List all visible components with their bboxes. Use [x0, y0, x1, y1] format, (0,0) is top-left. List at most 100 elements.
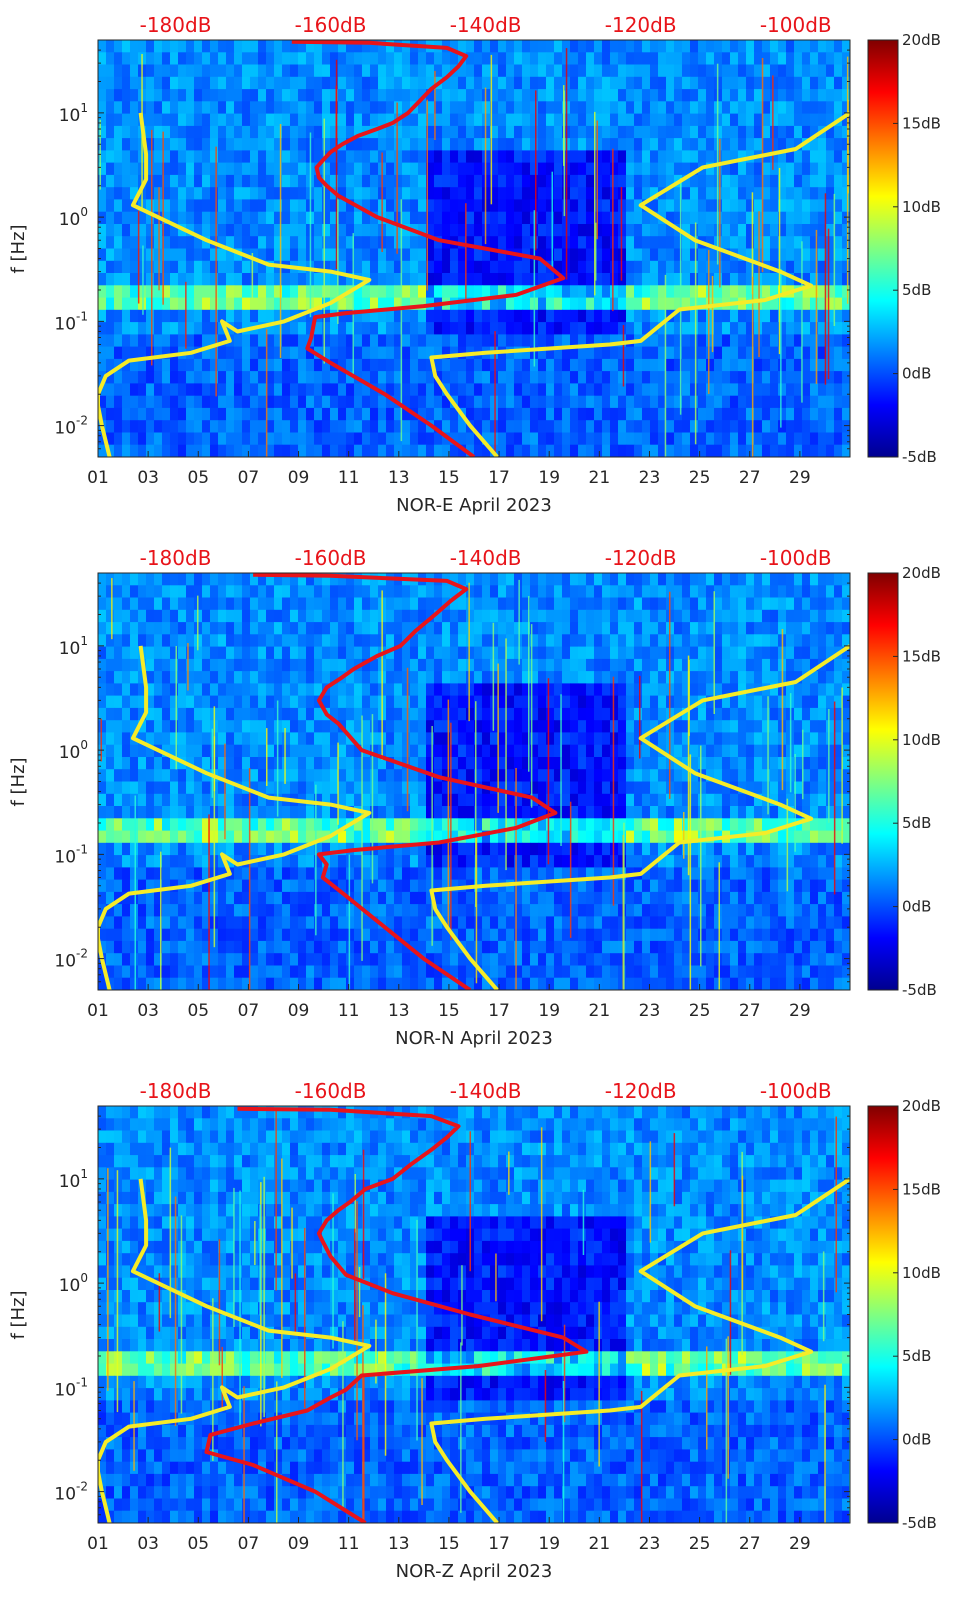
heatmap-cell [194, 683, 203, 697]
heatmap-cell [434, 334, 443, 348]
heatmap-cell [642, 395, 651, 409]
heatmap-cell [818, 757, 827, 770]
heatmap-cell [514, 64, 523, 78]
heatmap-cell [674, 744, 683, 758]
heatmap-cell [402, 720, 411, 733]
heatmap-cell [178, 732, 187, 746]
heatmap-cell [162, 609, 171, 623]
heatmap-cell [770, 757, 779, 770]
heatmap-cell [482, 285, 491, 298]
heatmap-cell [506, 322, 515, 335]
heatmap-cell [634, 322, 643, 335]
heatmap-cell [258, 383, 267, 397]
heatmap-cell [266, 634, 275, 647]
heatmap-cell [106, 309, 115, 323]
heatmap-cell [426, 285, 435, 298]
heatmap-cell [658, 407, 667, 421]
heatmap-cell [530, 720, 539, 733]
heatmap-cell [626, 64, 635, 78]
heatmap-cell [394, 432, 403, 446]
heatmap-cell [506, 622, 515, 635]
heatmap-cell [194, 322, 203, 335]
heatmap-cell [602, 40, 611, 53]
heatmap-cell [578, 125, 587, 139]
heatmap-cell [298, 658, 307, 672]
heatmap-cell [490, 101, 499, 114]
heatmap-cell [354, 52, 363, 65]
heatmap-cell [250, 597, 259, 611]
heatmap-cell [154, 732, 163, 746]
heatmap-cell [394, 597, 403, 611]
heatmap-cell [706, 125, 715, 139]
heatmap-cell [194, 395, 203, 409]
heatmap-cell [698, 634, 707, 647]
heatmap-cell [746, 407, 755, 421]
heatmap-cell [506, 40, 515, 53]
heatmap-cell [274, 76, 283, 90]
heatmap-cell [290, 432, 299, 446]
heatmap-cell [202, 64, 211, 78]
heatmap-cell [538, 371, 547, 384]
heatmap-cell [234, 89, 243, 102]
heatmap-cell [434, 420, 443, 433]
heatmap-cell [778, 432, 787, 446]
heatmap-cell [98, 224, 107, 237]
heatmap-cell [506, 162, 515, 176]
heatmap-cell [642, 695, 651, 709]
heatmap-cell [522, 76, 531, 90]
heatmap-cell [130, 358, 139, 372]
heatmap-streak [434, 70, 436, 140]
heatmap-cell [514, 150, 523, 164]
heatmap-cell [338, 285, 347, 298]
heatmap-cell [458, 658, 467, 672]
heatmap-cell [490, 732, 499, 746]
heatmap-cell [170, 150, 179, 164]
heatmap-cell [442, 346, 451, 360]
heatmap-cell [730, 101, 739, 114]
heatmap-cell [258, 138, 267, 151]
heatmap-cell [714, 658, 723, 672]
heatmap-cell [202, 101, 211, 114]
heatmap-cell [274, 444, 283, 457]
heatmap-cell [234, 732, 243, 746]
heatmap-cell [554, 285, 563, 298]
heatmap-cell [386, 113, 395, 127]
heatmap-cell [506, 187, 515, 200]
heatmap-cell [602, 395, 611, 409]
heatmap-cell [594, 634, 603, 647]
heatmap-cell [274, 236, 283, 249]
heatmap-cell [794, 757, 803, 770]
heatmap-cell [290, 174, 299, 188]
heatmap-cell [602, 683, 611, 697]
heatmap-cell [282, 346, 291, 360]
heatmap-cell [594, 597, 603, 611]
heatmap-cell [330, 707, 339, 721]
heatmap-cell [698, 683, 707, 697]
heatmap-cell [834, 309, 843, 323]
heatmap-cell [698, 334, 707, 348]
heatmap-cell [690, 622, 699, 635]
heatmap-cell [770, 64, 779, 78]
heatmap-cell [514, 224, 523, 237]
heatmap-cell [106, 720, 115, 733]
heatmap-cell [122, 695, 131, 709]
heatmap-cell [818, 309, 827, 323]
heatmap-cell [434, 346, 443, 360]
heatmap-cell [370, 113, 379, 127]
heatmap-cell [546, 707, 555, 721]
heatmap-cell [458, 309, 467, 323]
heatmap-cell [586, 597, 595, 611]
heatmap-cell [146, 622, 155, 635]
heatmap-cell [722, 609, 731, 623]
heatmap-cell [562, 395, 571, 409]
heatmap-cell [522, 358, 531, 372]
heatmap-cell [802, 273, 811, 286]
heatmap-cell [106, 64, 115, 78]
heatmap-cell [234, 383, 243, 397]
heatmap-cell [490, 297, 499, 311]
heatmap-cell [778, 407, 787, 421]
heatmap-cell [762, 138, 771, 151]
heatmap-cell [194, 125, 203, 139]
heatmap-cell [218, 224, 227, 237]
heatmap-cell [698, 585, 707, 598]
